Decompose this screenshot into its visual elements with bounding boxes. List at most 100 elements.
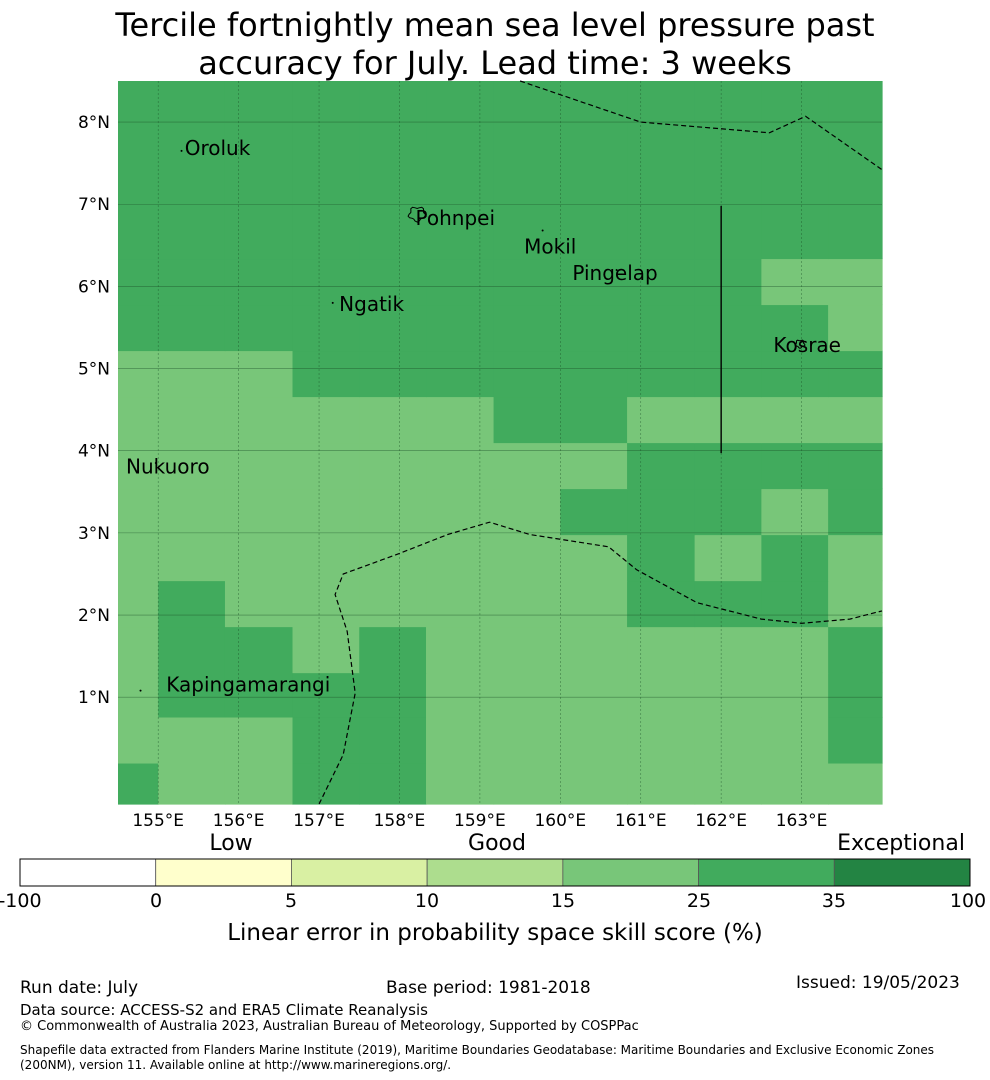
skill-cell	[158, 762, 226, 805]
skill-cell	[761, 350, 829, 398]
skill-cell	[560, 396, 628, 444]
skill-cell	[761, 534, 829, 582]
skill-cell	[694, 396, 762, 444]
skill-cell	[560, 534, 628, 582]
colorbar-tick: 5	[284, 890, 298, 912]
colorbar-tick: -100	[0, 890, 42, 912]
skill-cell	[560, 350, 628, 398]
skill-cell	[359, 488, 427, 536]
data-source: Data source: ACCESS-S2 and ERA5 Climate …	[20, 1001, 428, 1019]
skill-cell	[828, 258, 883, 306]
skill-cell	[224, 304, 294, 352]
colorbar-frame	[19, 858, 971, 887]
lat-tick-label: 7°N	[78, 195, 110, 215]
skill-cell	[761, 626, 829, 674]
skill-cell	[493, 396, 561, 444]
skill-cell	[426, 488, 495, 536]
lon-tick-label: 156°E	[213, 811, 265, 831]
skill-cell	[694, 716, 762, 764]
skill-cell	[118, 762, 159, 805]
skill-cell	[493, 534, 561, 582]
skill-cell	[828, 396, 883, 444]
skill-cell	[359, 534, 427, 582]
skill-cell	[292, 81, 360, 260]
skill-cell	[158, 81, 226, 260]
place-label: Pohnpei	[416, 206, 496, 230]
skill-cell	[158, 672, 226, 718]
skill-cell	[426, 350, 495, 398]
colorbar-tick: 100	[949, 890, 987, 912]
skill-cell	[694, 258, 762, 306]
skill-cell	[560, 81, 628, 260]
skill-cell	[224, 716, 294, 764]
colorbar-tick: 10	[414, 890, 440, 912]
skill-cell	[292, 350, 360, 398]
skill-cell	[359, 81, 427, 260]
skill-cell	[828, 626, 883, 674]
skill-cell	[627, 258, 696, 306]
skill-cell	[761, 762, 829, 805]
skill-cell	[493, 762, 561, 805]
island-dot	[139, 689, 142, 692]
colorbar-tick: 35	[821, 890, 847, 912]
skill-cell	[761, 304, 829, 352]
skill-cell	[158, 534, 226, 582]
skill-cell	[694, 442, 762, 490]
skill-cell	[493, 672, 561, 718]
skill-cell	[761, 81, 829, 260]
skill-cell	[158, 716, 226, 764]
island-dot	[541, 229, 544, 232]
copyright: © Commonwealth of Australia 2023, Austra…	[20, 1019, 639, 1034]
skill-cell	[118, 580, 159, 628]
skill-cell	[828, 672, 883, 718]
skill-cell	[118, 442, 159, 490]
skill-cell	[828, 304, 883, 352]
skill-cell	[560, 488, 628, 536]
island-outline	[794, 339, 806, 349]
skill-cell	[426, 258, 495, 306]
place-label: Mokil	[524, 235, 576, 259]
skill-cell	[761, 258, 829, 306]
map-title-line-1: Tercile fortnightly mean sea level press…	[115, 6, 875, 44]
skill-cell	[118, 626, 159, 674]
skill-cell	[224, 396, 294, 444]
skill-cell	[118, 258, 159, 306]
skill-cell	[292, 442, 360, 490]
map-title-line-2: accuracy for July. Lead time: 3 weeks	[198, 44, 792, 82]
skill-cell	[761, 396, 829, 444]
place-label: Oroluk	[185, 136, 251, 160]
lat-tick-label: 5°N	[78, 360, 110, 380]
skill-cell	[694, 304, 762, 352]
run-date: Run date: July	[20, 978, 139, 998]
skill-cell	[426, 716, 495, 764]
lon-tick-label: 161°E	[615, 811, 667, 831]
skill-cell	[158, 258, 226, 306]
lon-tick-label: 155°E	[132, 811, 184, 831]
skill-cell	[493, 442, 561, 490]
skill-cell	[359, 716, 427, 764]
colorbar-bin	[291, 858, 428, 887]
skill-cell	[292, 488, 360, 536]
skill-cell	[493, 258, 561, 306]
colorbar-bin	[426, 858, 564, 887]
place-label: Ngatik	[339, 292, 404, 316]
skill-cell	[828, 580, 883, 628]
skill-cell	[158, 350, 226, 398]
skill-cell	[224, 580, 294, 628]
skill-cell	[426, 534, 495, 582]
skill-cell	[694, 488, 762, 536]
lon-tick-label: 158°E	[374, 811, 426, 831]
skill-cell	[359, 350, 427, 398]
skill-cell	[292, 534, 360, 582]
skill-cell	[493, 304, 561, 352]
skill-cell	[627, 488, 696, 536]
island-dot	[180, 149, 183, 152]
skill-cell	[426, 580, 495, 628]
skill-cell	[560, 442, 628, 490]
skill-cell	[493, 580, 561, 628]
lon-tick-label: 163°E	[776, 811, 828, 831]
legend-category-low: Low	[209, 831, 253, 856]
skill-cell	[224, 534, 294, 582]
skill-cell	[560, 716, 628, 764]
skill-cell	[118, 304, 159, 352]
